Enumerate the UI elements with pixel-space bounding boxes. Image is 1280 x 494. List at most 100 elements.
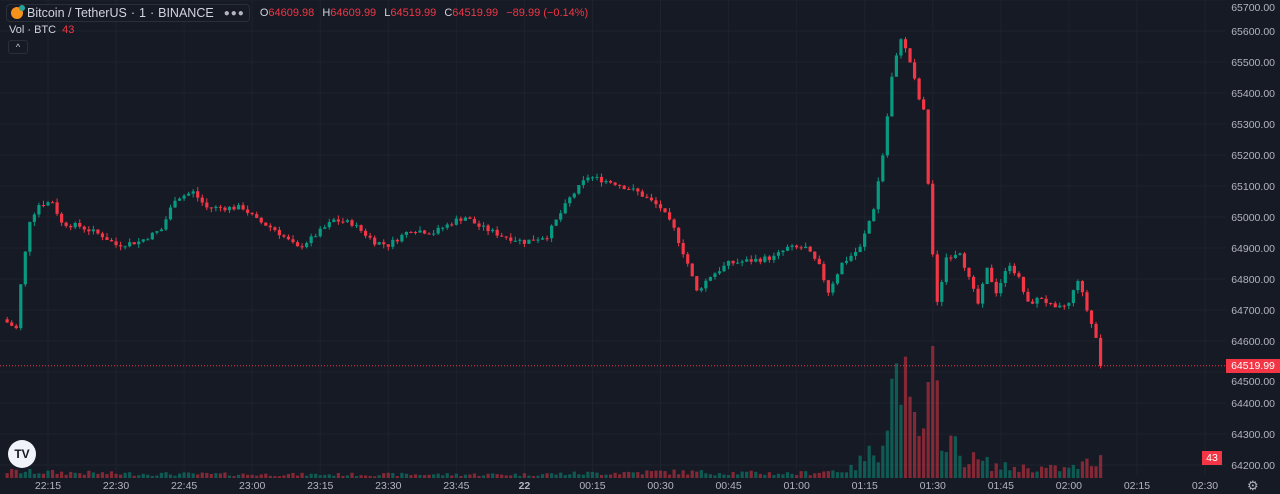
candle-body bbox=[776, 252, 781, 256]
candle-body bbox=[187, 193, 191, 196]
candle-body bbox=[967, 267, 971, 277]
volume-bar bbox=[187, 472, 191, 478]
volume-bar bbox=[91, 472, 95, 478]
volume-bar bbox=[363, 475, 368, 478]
candle-body bbox=[604, 181, 608, 183]
candle-body bbox=[903, 39, 908, 49]
x-tick-label: 22:15 bbox=[35, 480, 61, 492]
candle-body bbox=[200, 197, 204, 203]
x-tick-label: 00:30 bbox=[647, 480, 673, 492]
volume-bar bbox=[1021, 464, 1026, 478]
volume-bar bbox=[400, 472, 404, 478]
volume-bar bbox=[1094, 466, 1098, 478]
volume-bar bbox=[763, 474, 767, 478]
y-tick-label: 65300.00 bbox=[1231, 119, 1275, 131]
candle-body bbox=[69, 226, 73, 228]
candle-body bbox=[1080, 281, 1085, 293]
candle-body bbox=[282, 235, 286, 237]
volume-bar bbox=[386, 472, 390, 478]
volume-bar bbox=[522, 473, 526, 478]
volume-bar bbox=[667, 474, 672, 478]
volume-bar bbox=[726, 474, 731, 478]
volume-bar bbox=[286, 474, 291, 478]
volume-bar bbox=[382, 473, 386, 478]
y-tick-label: 65700.00 bbox=[1231, 2, 1275, 14]
volume-bar bbox=[536, 475, 540, 478]
volume-bar bbox=[935, 380, 939, 478]
candle-body bbox=[717, 271, 722, 274]
volume-bar bbox=[677, 474, 681, 478]
candle-body bbox=[345, 220, 350, 222]
volume-bar bbox=[1040, 466, 1044, 478]
volume-bar bbox=[218, 473, 223, 478]
volume-bar bbox=[314, 473, 318, 478]
volume-bar bbox=[958, 455, 962, 478]
candle-body bbox=[373, 237, 377, 245]
volume-bar bbox=[713, 475, 717, 478]
volume-bar bbox=[1089, 466, 1094, 478]
candle-body bbox=[363, 230, 368, 236]
candle-body bbox=[677, 227, 681, 244]
x-tick-label: 02:00 bbox=[1056, 480, 1082, 492]
candle-body bbox=[599, 176, 604, 183]
candle-body bbox=[627, 189, 631, 191]
collapse-legend-button[interactable]: ^ bbox=[8, 40, 28, 54]
candle-body bbox=[912, 62, 917, 79]
settings-icon[interactable]: ⚙ bbox=[1247, 478, 1259, 493]
volume-bar bbox=[699, 470, 703, 478]
volume-bar bbox=[336, 472, 340, 478]
candle-body bbox=[695, 276, 699, 291]
candle-body bbox=[377, 242, 381, 245]
candle-body bbox=[227, 206, 232, 211]
volume-bar bbox=[844, 472, 849, 478]
candle-body bbox=[150, 232, 154, 240]
volume-bar bbox=[540, 474, 545, 478]
volume-bar bbox=[949, 435, 953, 478]
candle-body bbox=[132, 242, 136, 245]
volume-bar bbox=[1053, 465, 1057, 478]
candle-body bbox=[686, 254, 690, 264]
candle-body bbox=[690, 263, 694, 277]
volume-bar bbox=[468, 474, 472, 478]
volume-bar bbox=[563, 475, 567, 478]
y-tick-label: 64600.00 bbox=[1231, 336, 1275, 348]
candle-body bbox=[976, 288, 980, 304]
candle-body bbox=[445, 224, 449, 228]
candle-body bbox=[481, 225, 486, 227]
candle-body bbox=[971, 276, 976, 289]
more-icon[interactable]: ●●● bbox=[223, 7, 245, 19]
volume-bar bbox=[568, 474, 572, 478]
volume-bar bbox=[155, 475, 159, 478]
candle-body bbox=[1008, 265, 1012, 272]
candle-body bbox=[922, 99, 926, 110]
candle-body bbox=[926, 109, 930, 184]
candle-body bbox=[1012, 265, 1016, 274]
y-tick-label: 64500.00 bbox=[1231, 376, 1275, 388]
candle-body bbox=[767, 256, 771, 260]
symbol-selector[interactable]: Bitcoin / TetherUS · 1 · BINANCE ●●● bbox=[6, 4, 250, 22]
candle-body bbox=[550, 225, 554, 239]
volume-bar bbox=[554, 474, 558, 478]
tradingview-logo[interactable]: TV bbox=[8, 440, 36, 468]
volume-bar bbox=[373, 476, 377, 478]
x-tick-label: 00:15 bbox=[579, 480, 605, 492]
volume-bar bbox=[831, 470, 835, 478]
y-tick-label: 64700.00 bbox=[1231, 305, 1275, 317]
volume-bar bbox=[241, 473, 245, 478]
candle-body bbox=[60, 213, 64, 223]
candle-body bbox=[146, 239, 150, 241]
candle-body bbox=[581, 180, 585, 186]
volume-bar bbox=[1076, 468, 1080, 478]
candle-body bbox=[441, 227, 445, 229]
volume-bar bbox=[722, 474, 726, 478]
volume-bar bbox=[513, 473, 517, 478]
volume-bar bbox=[87, 470, 91, 478]
candle-body bbox=[949, 257, 953, 259]
candle-body bbox=[663, 208, 667, 213]
volume-bar bbox=[1044, 467, 1048, 478]
candle-body bbox=[232, 206, 236, 210]
volume-bar bbox=[640, 474, 644, 478]
candle-body bbox=[636, 188, 640, 192]
volume-bar bbox=[695, 471, 699, 478]
